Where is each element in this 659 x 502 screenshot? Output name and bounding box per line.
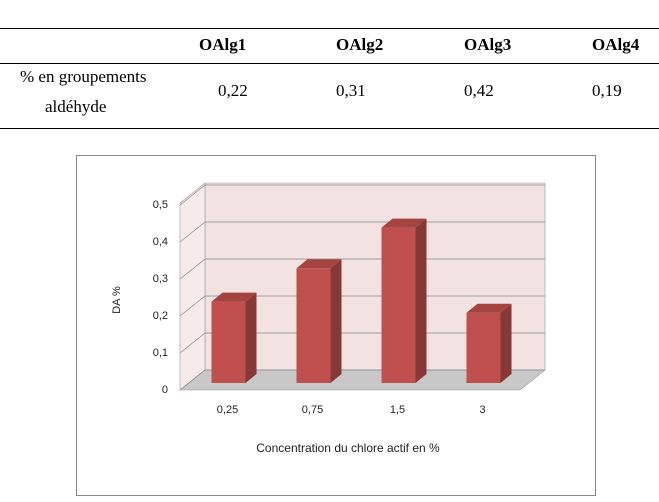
cell: 0,19 — [592, 81, 622, 100]
x-tick-label: 3 — [479, 404, 485, 416]
x-tick-label: 0,75 — [302, 404, 323, 416]
row-label: aldéhyde — [45, 97, 107, 116]
header-cell: OAlg3 — [464, 35, 512, 54]
grid-line-side — [179, 332, 206, 354]
bar-side — [330, 259, 342, 383]
bar-top — [466, 303, 512, 313]
header-cell: OAlg2 — [336, 35, 384, 54]
bar — [211, 301, 246, 383]
bar — [466, 312, 501, 383]
y-tick-label: 0,3 — [153, 273, 168, 285]
y-axis-label: DA % — [111, 286, 123, 314]
y-tick-label: 0,4 — [153, 236, 168, 248]
x-tick-label: 1,5 — [390, 404, 405, 416]
bar-top — [211, 292, 257, 302]
y-tick-label: 0,2 — [153, 310, 168, 322]
bar — [381, 227, 416, 383]
y-tick-label: 0,5 — [153, 199, 168, 211]
bar-top — [381, 218, 427, 228]
y-tick-label: 0 — [162, 384, 168, 396]
bar — [296, 268, 331, 383]
header-cell: OAlg1 — [199, 35, 247, 54]
grid-line-side — [179, 221, 206, 243]
bar-side — [245, 292, 257, 383]
x-tick-label: 0,25 — [217, 404, 238, 416]
cell: 0,42 — [464, 81, 494, 100]
grid-line-side — [179, 258, 206, 280]
cell: 0,31 — [336, 81, 366, 100]
y-tick-label: 0,1 — [153, 347, 168, 359]
cell: 0,22 — [218, 81, 248, 100]
table-header: OAlg1 OAlg2 OAlg3 OAlg4 — [0, 29, 659, 64]
bar-top — [296, 259, 342, 269]
grid-line-side — [179, 295, 206, 317]
table: OAlg1 OAlg2 OAlg3 OAlg4 % en groupements… — [0, 28, 659, 129]
side-wall — [179, 182, 206, 391]
x-axis-label: Concentration du chlore actif en % — [256, 441, 440, 455]
grid-line-side — [179, 184, 206, 206]
bar-side — [415, 218, 427, 383]
row-label: % en groupements — [20, 67, 147, 86]
header-cell: OAlg4 — [592, 35, 640, 54]
bar-side — [500, 303, 512, 383]
grid-line-side — [179, 369, 206, 391]
